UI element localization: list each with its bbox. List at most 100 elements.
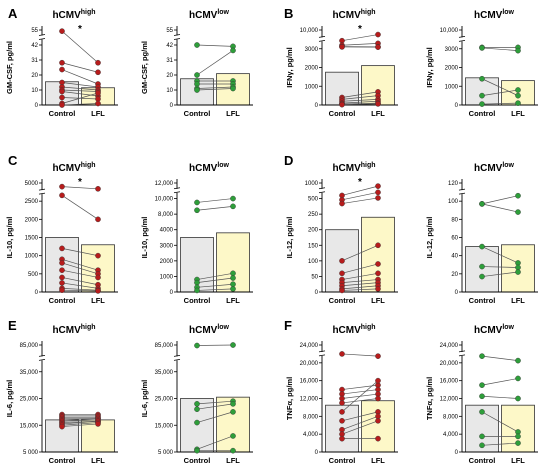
data-point-lfl <box>375 44 381 50</box>
data-point-lfl <box>375 183 381 189</box>
data-point-control <box>59 287 65 293</box>
data-point-control <box>59 88 65 95</box>
pair-line <box>196 435 234 450</box>
data-point-lfl <box>375 395 381 402</box>
y-tick-label: 3000 <box>305 47 319 53</box>
y-tick-label: 250 <box>308 212 319 218</box>
y-axis-label: TNFα, pg/ml <box>285 377 294 420</box>
y-tick-label: 20 <box>166 73 173 79</box>
data-point-control <box>59 28 65 34</box>
data-point-lfl <box>95 69 101 76</box>
y-tick-label: 8,000 <box>303 414 319 420</box>
pair-line <box>341 285 379 290</box>
data-point-control <box>194 406 200 413</box>
y-tick-label: 10 <box>166 88 173 94</box>
pair-line <box>341 91 379 98</box>
significance-mark: * <box>358 24 362 35</box>
y-axis-label: IL-6, pg/ml <box>140 380 149 418</box>
y-tick-label: 0 <box>315 450 319 456</box>
pair-line <box>61 62 99 73</box>
data-point-control <box>339 351 345 357</box>
pair-line <box>481 266 519 268</box>
data-point-lfl <box>515 92 521 99</box>
data-point-lfl <box>375 261 381 267</box>
panel-title: hCMVlow <box>189 324 230 336</box>
data-point-control <box>479 45 485 51</box>
data-point-control <box>479 382 485 388</box>
data-point-control <box>194 342 200 349</box>
data-point-control <box>194 419 200 426</box>
y-axis-label: IL-6, pg/ml <box>5 380 14 418</box>
y-tick-label: 100 <box>308 259 319 265</box>
pair-line <box>61 82 99 88</box>
pair-line <box>481 47 519 51</box>
data-point-lfl <box>95 421 101 427</box>
pair-line <box>341 398 379 404</box>
chart-panel-7: hCMVlow IL-12, pg/ml 0 20 40 60 80 100 120 Contro… <box>425 162 538 305</box>
data-point-lfl <box>230 447 236 454</box>
axis-break-line <box>458 188 466 191</box>
y-tick-label: 10 <box>31 88 38 94</box>
panel-title: hCMVhigh <box>332 324 375 336</box>
pair-line <box>61 418 99 421</box>
pair-line <box>61 86 99 91</box>
data-point-control <box>339 44 345 50</box>
y-tick-label: 12,000 <box>440 397 459 403</box>
x-tick-label: LFL <box>371 109 385 118</box>
data-point-lfl <box>230 195 236 202</box>
pair-line <box>61 195 99 220</box>
pair-line <box>341 389 379 395</box>
data-point-lfl <box>230 47 236 54</box>
data-point-control <box>339 270 345 277</box>
axis-break-line <box>173 191 181 194</box>
data-point-control <box>479 273 485 280</box>
pair-line <box>61 30 99 63</box>
y-tick-label: 1500 <box>25 236 39 242</box>
y-tick-label: 20 <box>451 272 458 278</box>
data-point-control <box>339 409 345 415</box>
data-point-lfl <box>515 192 521 199</box>
data-point-control <box>59 66 65 73</box>
panel-title: hCMVlow <box>189 162 230 174</box>
y-tick-label: 120 <box>448 181 459 187</box>
axis-break <box>174 356 180 361</box>
y-tick-label: 5000 <box>25 181 39 187</box>
pair-line <box>481 355 519 361</box>
axis-break-line <box>318 350 326 353</box>
axis-break-line <box>318 35 326 38</box>
axis-break-line <box>38 354 46 357</box>
data-point-lfl <box>230 203 236 210</box>
data-point-control <box>479 353 485 359</box>
chart-panel-1: hCMVlow GM-CSF, pg/ml 0 10 20 31 42 55 Control LF… <box>140 9 253 118</box>
data-point-lfl <box>230 286 236 292</box>
y-tick-label: 25,000 <box>20 397 39 403</box>
x-tick-label: Control <box>184 456 211 465</box>
data-point-lfl <box>230 433 236 439</box>
data-point-lfl <box>515 375 521 382</box>
y-tick-label: 12,000 <box>155 181 174 187</box>
data-point-lfl <box>95 274 101 281</box>
pair-line <box>61 89 99 92</box>
pair-line <box>341 353 379 357</box>
y-tick-label: 12,000 <box>300 397 319 403</box>
axis-break <box>459 190 465 195</box>
pair-line <box>61 282 99 289</box>
data-point-control <box>59 192 65 199</box>
y-tick-label: 85,000 <box>20 343 39 349</box>
pair-line <box>341 263 379 274</box>
y-tick-label: 8,000 <box>158 212 174 218</box>
y-tick-label: 35,000 <box>20 370 39 376</box>
pair-line <box>61 258 99 271</box>
y-tick-label: 150 <box>308 243 319 249</box>
data-point-control <box>59 280 65 286</box>
data-point-lfl <box>95 288 101 294</box>
pair-line <box>341 102 379 105</box>
data-point-lfl <box>230 85 236 92</box>
data-point-lfl <box>95 216 101 223</box>
data-point-lfl <box>515 47 521 54</box>
data-point-lfl <box>515 87 521 93</box>
panel-letter: E <box>8 318 17 333</box>
data-point-lfl <box>515 357 521 364</box>
